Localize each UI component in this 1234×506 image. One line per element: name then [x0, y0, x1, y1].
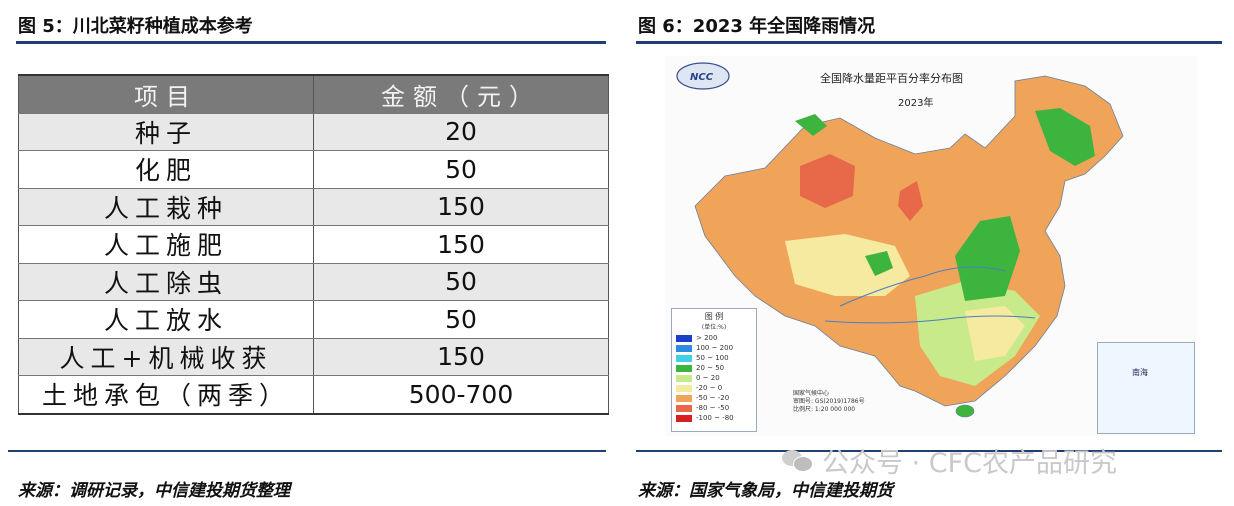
- table-row: 人工放水 50: [18, 300, 609, 339]
- ncc-logo-text: NCC: [690, 72, 714, 83]
- legend-item: 0 ~ 20: [672, 373, 756, 383]
- row-item: 人工栽种: [18, 188, 314, 226]
- source-rule-right: [636, 450, 1222, 452]
- legend-item: -100 ~ -80: [672, 413, 756, 423]
- row-amount: 50: [313, 150, 609, 189]
- figure-5-title: 图 5：川北菜籽种植成本参考: [18, 16, 253, 37]
- source-left: 来源：调研记录，中信建投期货整理: [18, 481, 290, 501]
- title-rule-right: [636, 41, 1222, 44]
- legend-swatch: [676, 404, 692, 412]
- legend-swatch: [676, 354, 692, 362]
- wechat-icon: [782, 448, 813, 472]
- row-amount: 20: [313, 113, 609, 151]
- legend-label: 50 ~ 100: [696, 354, 729, 362]
- row-amount: 150: [313, 225, 609, 264]
- south-sea-label: 南海: [1132, 368, 1148, 377]
- map-title: 全国降水量距平百分率分布图: [820, 72, 963, 85]
- legend-label: -50 ~ -20: [696, 394, 730, 402]
- row-amount: 500-700: [313, 375, 609, 414]
- row-item: 种子: [18, 113, 314, 151]
- legend-title: 图 例: [704, 312, 724, 321]
- legend-item: > 200: [672, 333, 756, 343]
- map-legend: 图 例 (单位:%) > 200 100 ~ 200 50 ~ 100 20 ~…: [671, 308, 757, 432]
- header-amount: 金额（元）: [313, 75, 609, 114]
- legend-label: 100 ~ 200: [696, 344, 734, 352]
- legend-swatch: [676, 394, 692, 402]
- legend-unit: (单位:%): [701, 324, 727, 331]
- map-note: 国家气候中心 审图号: GS(2019)1786号 比例尺: 1:20 000 …: [793, 390, 865, 414]
- legend-label: -80 ~ -50: [696, 404, 730, 412]
- table-row: 种子 20: [18, 113, 609, 151]
- legend-label: > 200: [696, 334, 718, 342]
- table-row: 土地承包（两季） 500-700: [18, 375, 609, 414]
- legend-label: 0 ~ 20: [696, 374, 720, 382]
- watermark-text: 公众号 · CFC农产品研究: [822, 447, 1117, 479]
- map-note-agency: 国家气候中心: [793, 390, 830, 397]
- row-amount: 150: [313, 188, 609, 226]
- cost-table: 项目 金额（元） 种子 20 化肥 50 人工栽种 150 人工施肥 150 人…: [18, 74, 609, 415]
- precipitation-map: NCC 全国降水量距平百分率分布图 2023年 图 例 (单位:%) > 200…: [665, 56, 1197, 436]
- table-row: 人工栽种 150: [18, 188, 609, 226]
- legend-label: -20 ~ 0: [696, 384, 723, 392]
- row-item: 化肥: [18, 150, 314, 189]
- watermark: 公众号 · CFC农产品研究: [782, 440, 1117, 480]
- legend-label: -100 ~ -80: [696, 414, 734, 422]
- map-region-inner-mongolia-dry: [898, 181, 923, 221]
- legend-swatch: [676, 344, 692, 352]
- legend-item: -80 ~ -50: [672, 403, 756, 413]
- map-region-northwest-wet: [795, 114, 827, 136]
- legend-label: 20 ~ 50: [696, 364, 725, 372]
- table-row: 人工+机械收获 150: [18, 338, 609, 376]
- row-amount: 50: [313, 300, 609, 339]
- map-region-qinghai: [785, 234, 910, 296]
- legend-item: 50 ~ 100: [672, 353, 756, 363]
- map-region-hainan: [955, 404, 975, 418]
- legend-item: 100 ~ 200: [672, 343, 756, 353]
- table-row: 人工除虫 50: [18, 263, 609, 301]
- map-region-northeast-wet: [1035, 108, 1095, 166]
- header-item: 项目: [18, 75, 314, 114]
- source-right: 来源：国家气象局，中信建投期货: [638, 481, 893, 501]
- map-region-north-china-wet: [955, 216, 1020, 301]
- legend-item: -50 ~ -20: [672, 393, 756, 403]
- china-map-graphic: NCC: [676, 62, 1124, 418]
- row-item: 土地承包（两季）: [18, 375, 314, 414]
- row-item: 人工除虫: [18, 263, 314, 301]
- row-item: 人工施肥: [18, 225, 314, 264]
- ncc-logo: NCC: [676, 62, 730, 90]
- row-item: 人工+机械收获: [18, 338, 314, 376]
- map-region-xinjiang-dry: [800, 154, 855, 208]
- map-river-yangtze: [824, 315, 1036, 324]
- legend-item: 20 ~ 50: [672, 363, 756, 373]
- map-river-yellow: [839, 266, 1006, 307]
- row-amount: 150: [313, 338, 609, 376]
- title-rule-left: [16, 41, 606, 44]
- map-note-review-number: 审图号: GS(2019)1786号: [793, 398, 865, 405]
- legend-swatch: [676, 414, 692, 422]
- map-region-southeast: [965, 306, 1025, 361]
- source-rule-left: [8, 450, 606, 452]
- row-amount: 50: [313, 263, 609, 301]
- south-sea-inset: 南海: [1097, 342, 1195, 434]
- map-note-scale: 比例尺: 1:20 000 000: [793, 406, 856, 413]
- table-row: 人工施肥 150: [18, 225, 609, 264]
- legend-item: -20 ~ 0: [672, 383, 756, 393]
- figure-6-title: 图 6：2023 年全国降雨情况: [638, 16, 876, 37]
- table-row: 化肥 50: [18, 150, 609, 189]
- legend-swatch: [676, 374, 692, 382]
- map-year: 2023年: [898, 98, 934, 109]
- table-header-row: 项目 金额（元）: [18, 75, 609, 114]
- map-region-qinghai-wet: [865, 251, 893, 276]
- legend-swatch: [676, 364, 692, 372]
- legend-swatch: [676, 384, 692, 392]
- legend-swatch: [676, 334, 692, 342]
- row-item: 人工放水: [18, 300, 314, 339]
